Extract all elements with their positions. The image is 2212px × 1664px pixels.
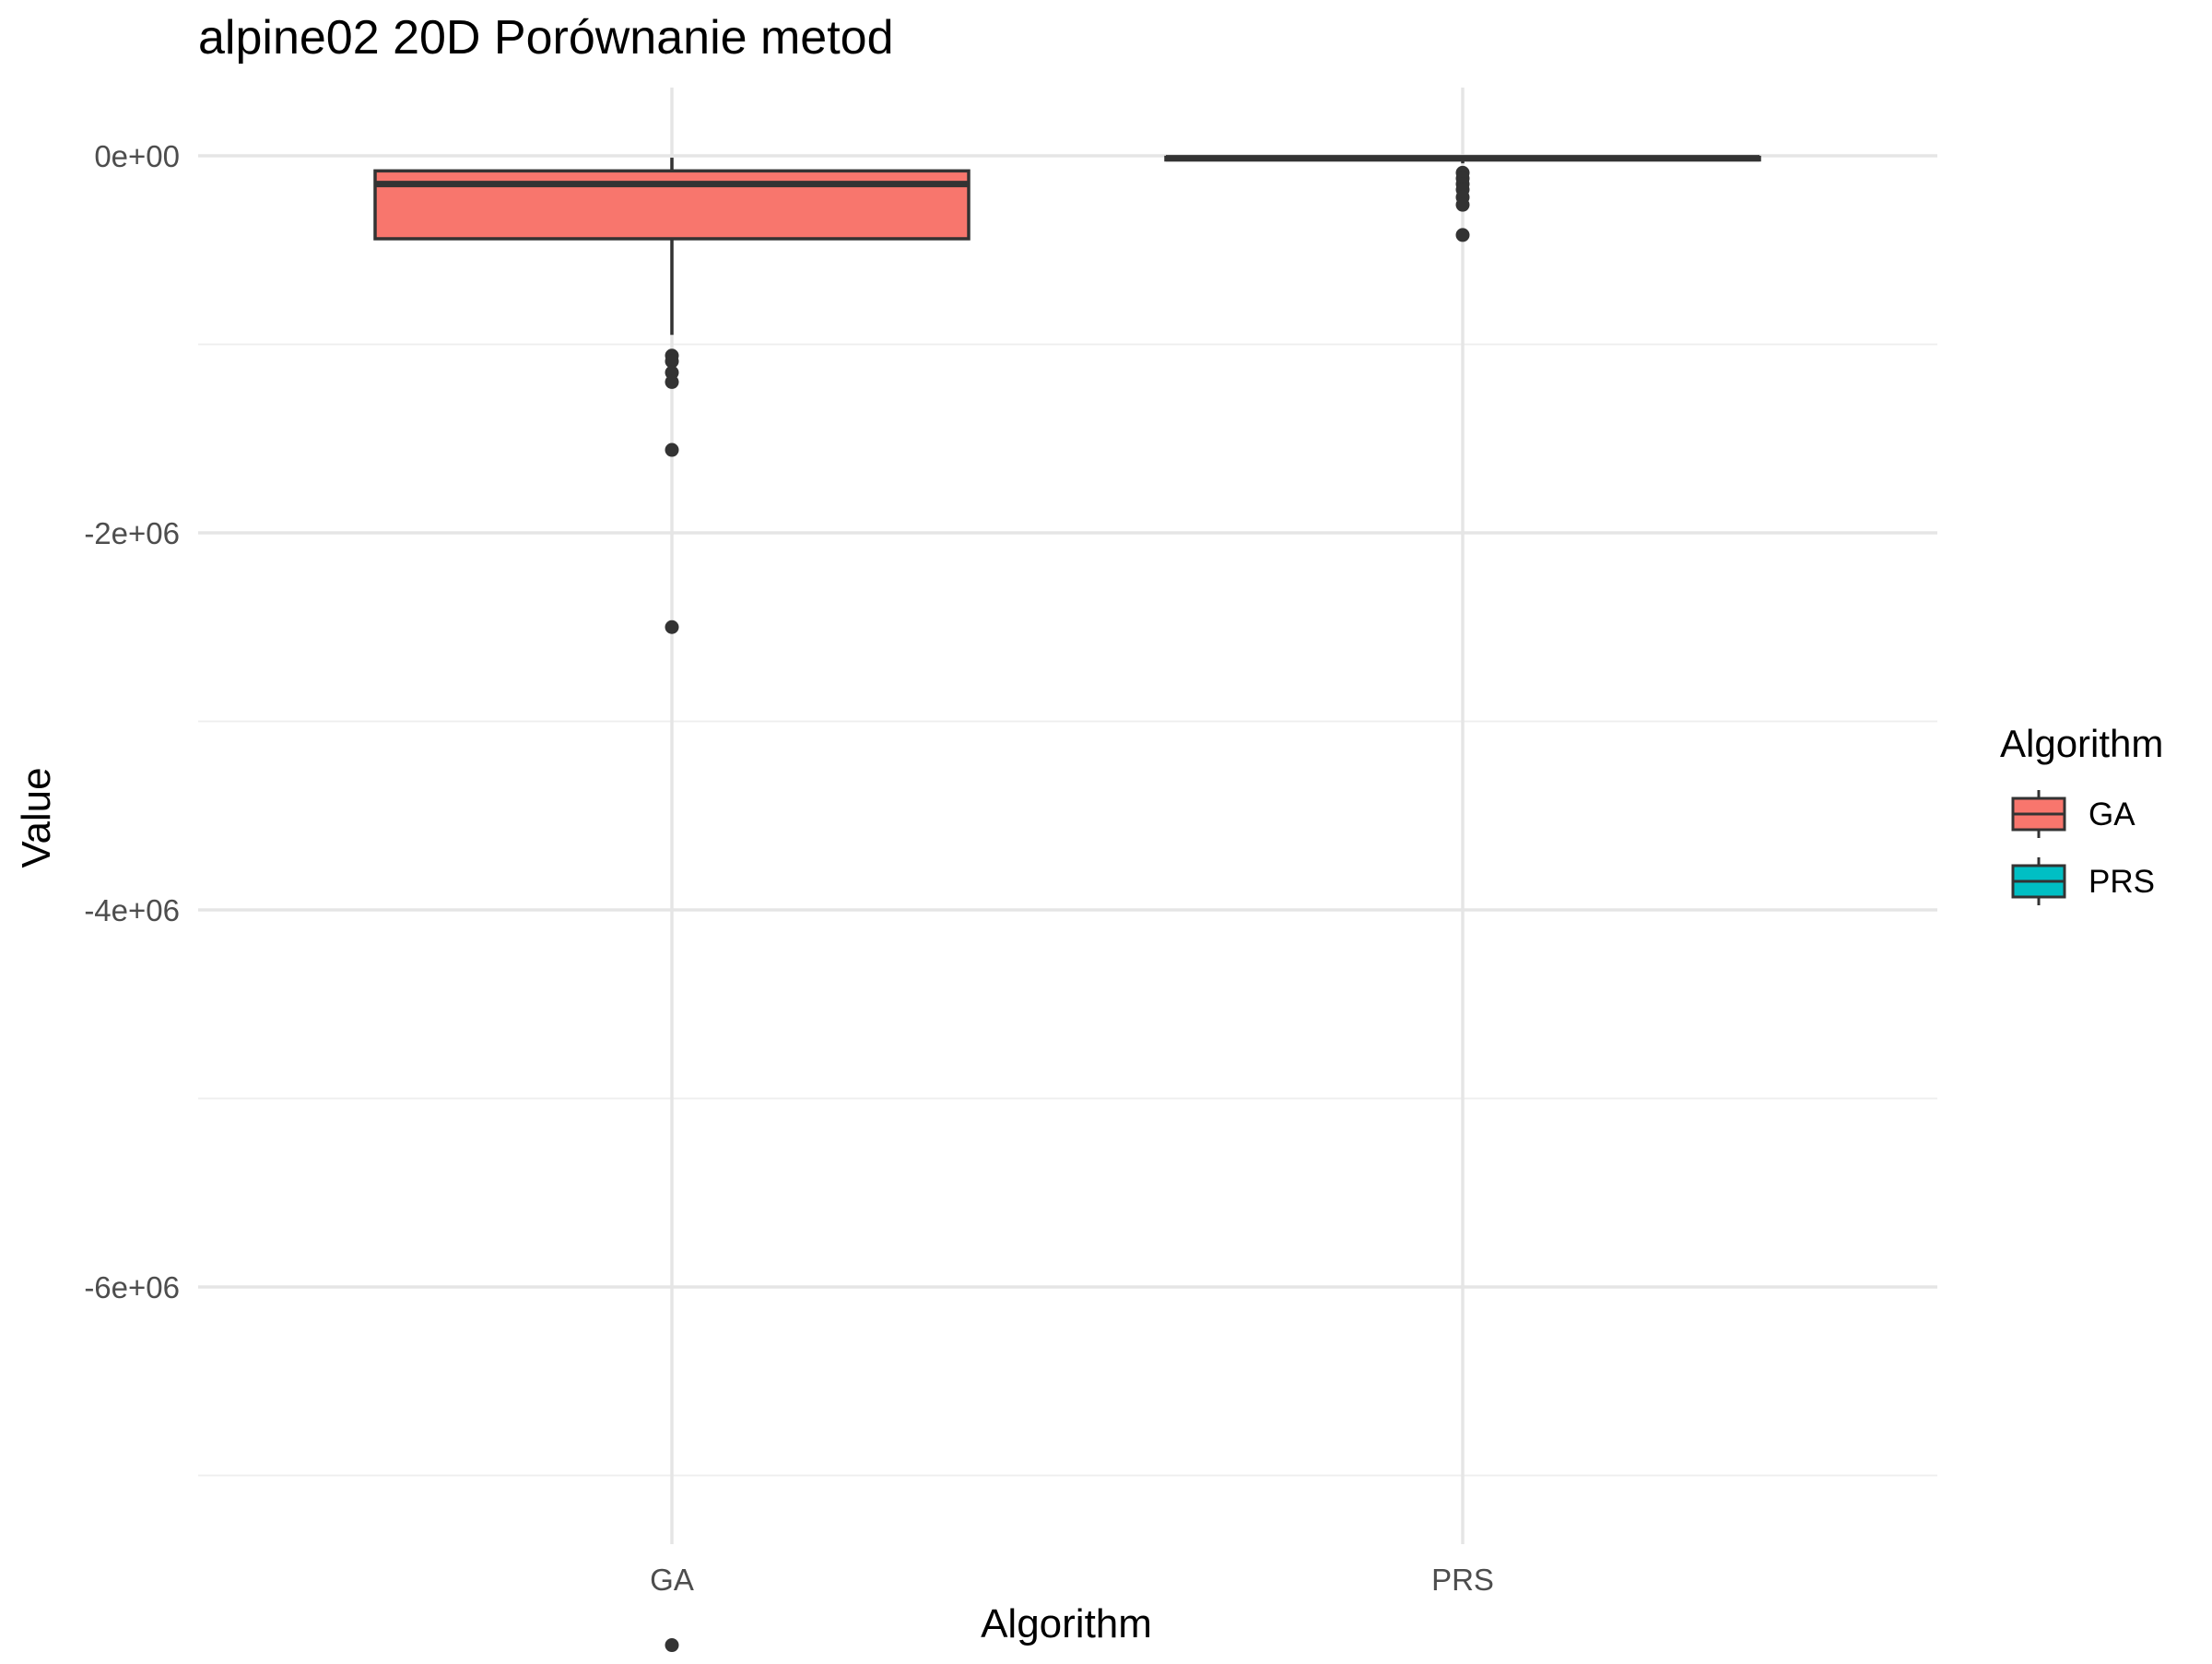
y-tick-label: -4e+06 xyxy=(84,893,180,927)
box-ga xyxy=(373,158,971,1653)
x-axis-title: Algorithm xyxy=(981,1601,1152,1646)
legend-item-ga: GA xyxy=(2011,790,2136,838)
legend-label: GA xyxy=(2088,797,2136,832)
outlier-point xyxy=(665,374,679,389)
chart-title: alpine02 20D Porównanie metod xyxy=(198,11,894,65)
outlier-point xyxy=(1455,197,1470,212)
legend-title: Algorithm xyxy=(2000,722,2163,765)
grid-layer xyxy=(198,88,1937,1544)
legend: Algorithm GA PRS xyxy=(2000,722,2163,905)
outlier-point xyxy=(1455,228,1470,242)
y-tick-label: 0e+00 xyxy=(94,139,180,173)
y-tick-label: -6e+06 xyxy=(84,1270,180,1304)
box-prs xyxy=(1164,155,1761,242)
legend-items: GA PRS xyxy=(2011,790,2155,905)
outlier-point xyxy=(665,1638,679,1653)
axis-labels-layer: 0e+00 -2e+06 -4e+06 -6e+06 GA PRS xyxy=(84,139,1494,1597)
y-axis-title: Value xyxy=(14,767,59,867)
y-tick-label: -2e+06 xyxy=(84,516,180,550)
x-tick-label: GA xyxy=(650,1563,694,1597)
outlier-point xyxy=(665,443,679,457)
boxes-layer xyxy=(373,155,1761,1653)
x-tick-label: PRS xyxy=(1431,1563,1494,1597)
legend-item-prs: PRS xyxy=(2011,857,2155,905)
legend-label: PRS xyxy=(2088,864,2155,900)
outlier-point xyxy=(665,354,679,369)
outlier-point xyxy=(665,620,679,634)
